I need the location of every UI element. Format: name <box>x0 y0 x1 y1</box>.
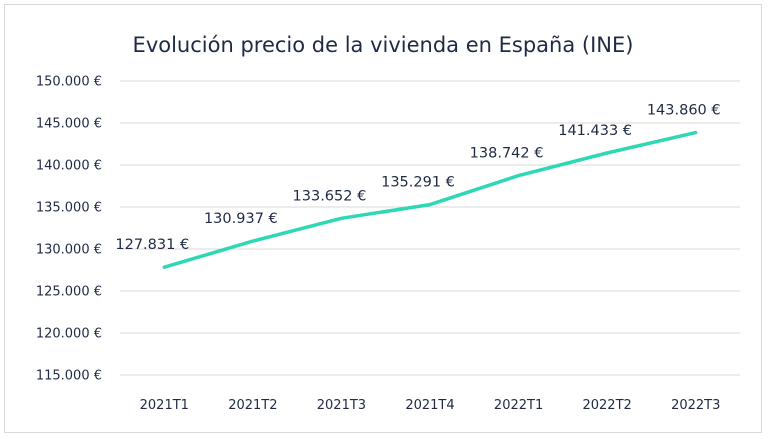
x-tick-label: 2021T1 <box>140 398 189 413</box>
chart-frame <box>4 4 762 433</box>
data-label: 141.433 € <box>558 123 632 139</box>
data-label: 130.937 € <box>204 211 278 227</box>
series-line <box>162 130 698 269</box>
x-axis-ticks: 2021T1 2021T2 2021T3 2021T4 2022T1 2022T2 2022… <box>140 398 721 413</box>
x-tick-label: 2021T4 <box>405 398 454 413</box>
data-label: 143.860 € <box>647 103 721 119</box>
data-label: 138.742 € <box>470 146 544 162</box>
x-tick-label: 2022T1 <box>494 398 543 413</box>
y-tick-label: 130.000 € <box>36 243 102 258</box>
y-tick-label: 115.000 € <box>36 369 102 384</box>
chart-title: Evolución precio de la vivienda en Españ… <box>133 33 634 57</box>
x-tick-label: 2022T3 <box>671 398 720 413</box>
data-label: 135.291 € <box>381 175 455 191</box>
data-label: 133.652 € <box>293 188 367 204</box>
data-label: 127.831 € <box>115 237 189 253</box>
x-tick-label: 2022T2 <box>582 398 631 413</box>
y-axis-ticks: 150.000 € 145.000 € 140.000 € 135.000 € 130.… <box>36 75 102 384</box>
y-tick-label: 140.000 € <box>36 159 102 174</box>
y-tick-label: 150.000 € <box>36 75 102 90</box>
y-tick-label: 120.000 € <box>36 327 102 342</box>
data-labels: 127.831 € 130.937 € 133.652 € 135.291 € 138.… <box>115 103 720 254</box>
x-tick-label: 2021T3 <box>317 398 366 413</box>
y-tick-label: 145.000 € <box>36 117 102 132</box>
y-tick-label: 125.000 € <box>36 285 102 300</box>
x-tick-label: 2021T2 <box>228 398 277 413</box>
gridlines <box>120 80 740 376</box>
y-tick-label: 135.000 € <box>36 201 102 216</box>
series-line-layer <box>162 130 698 269</box>
